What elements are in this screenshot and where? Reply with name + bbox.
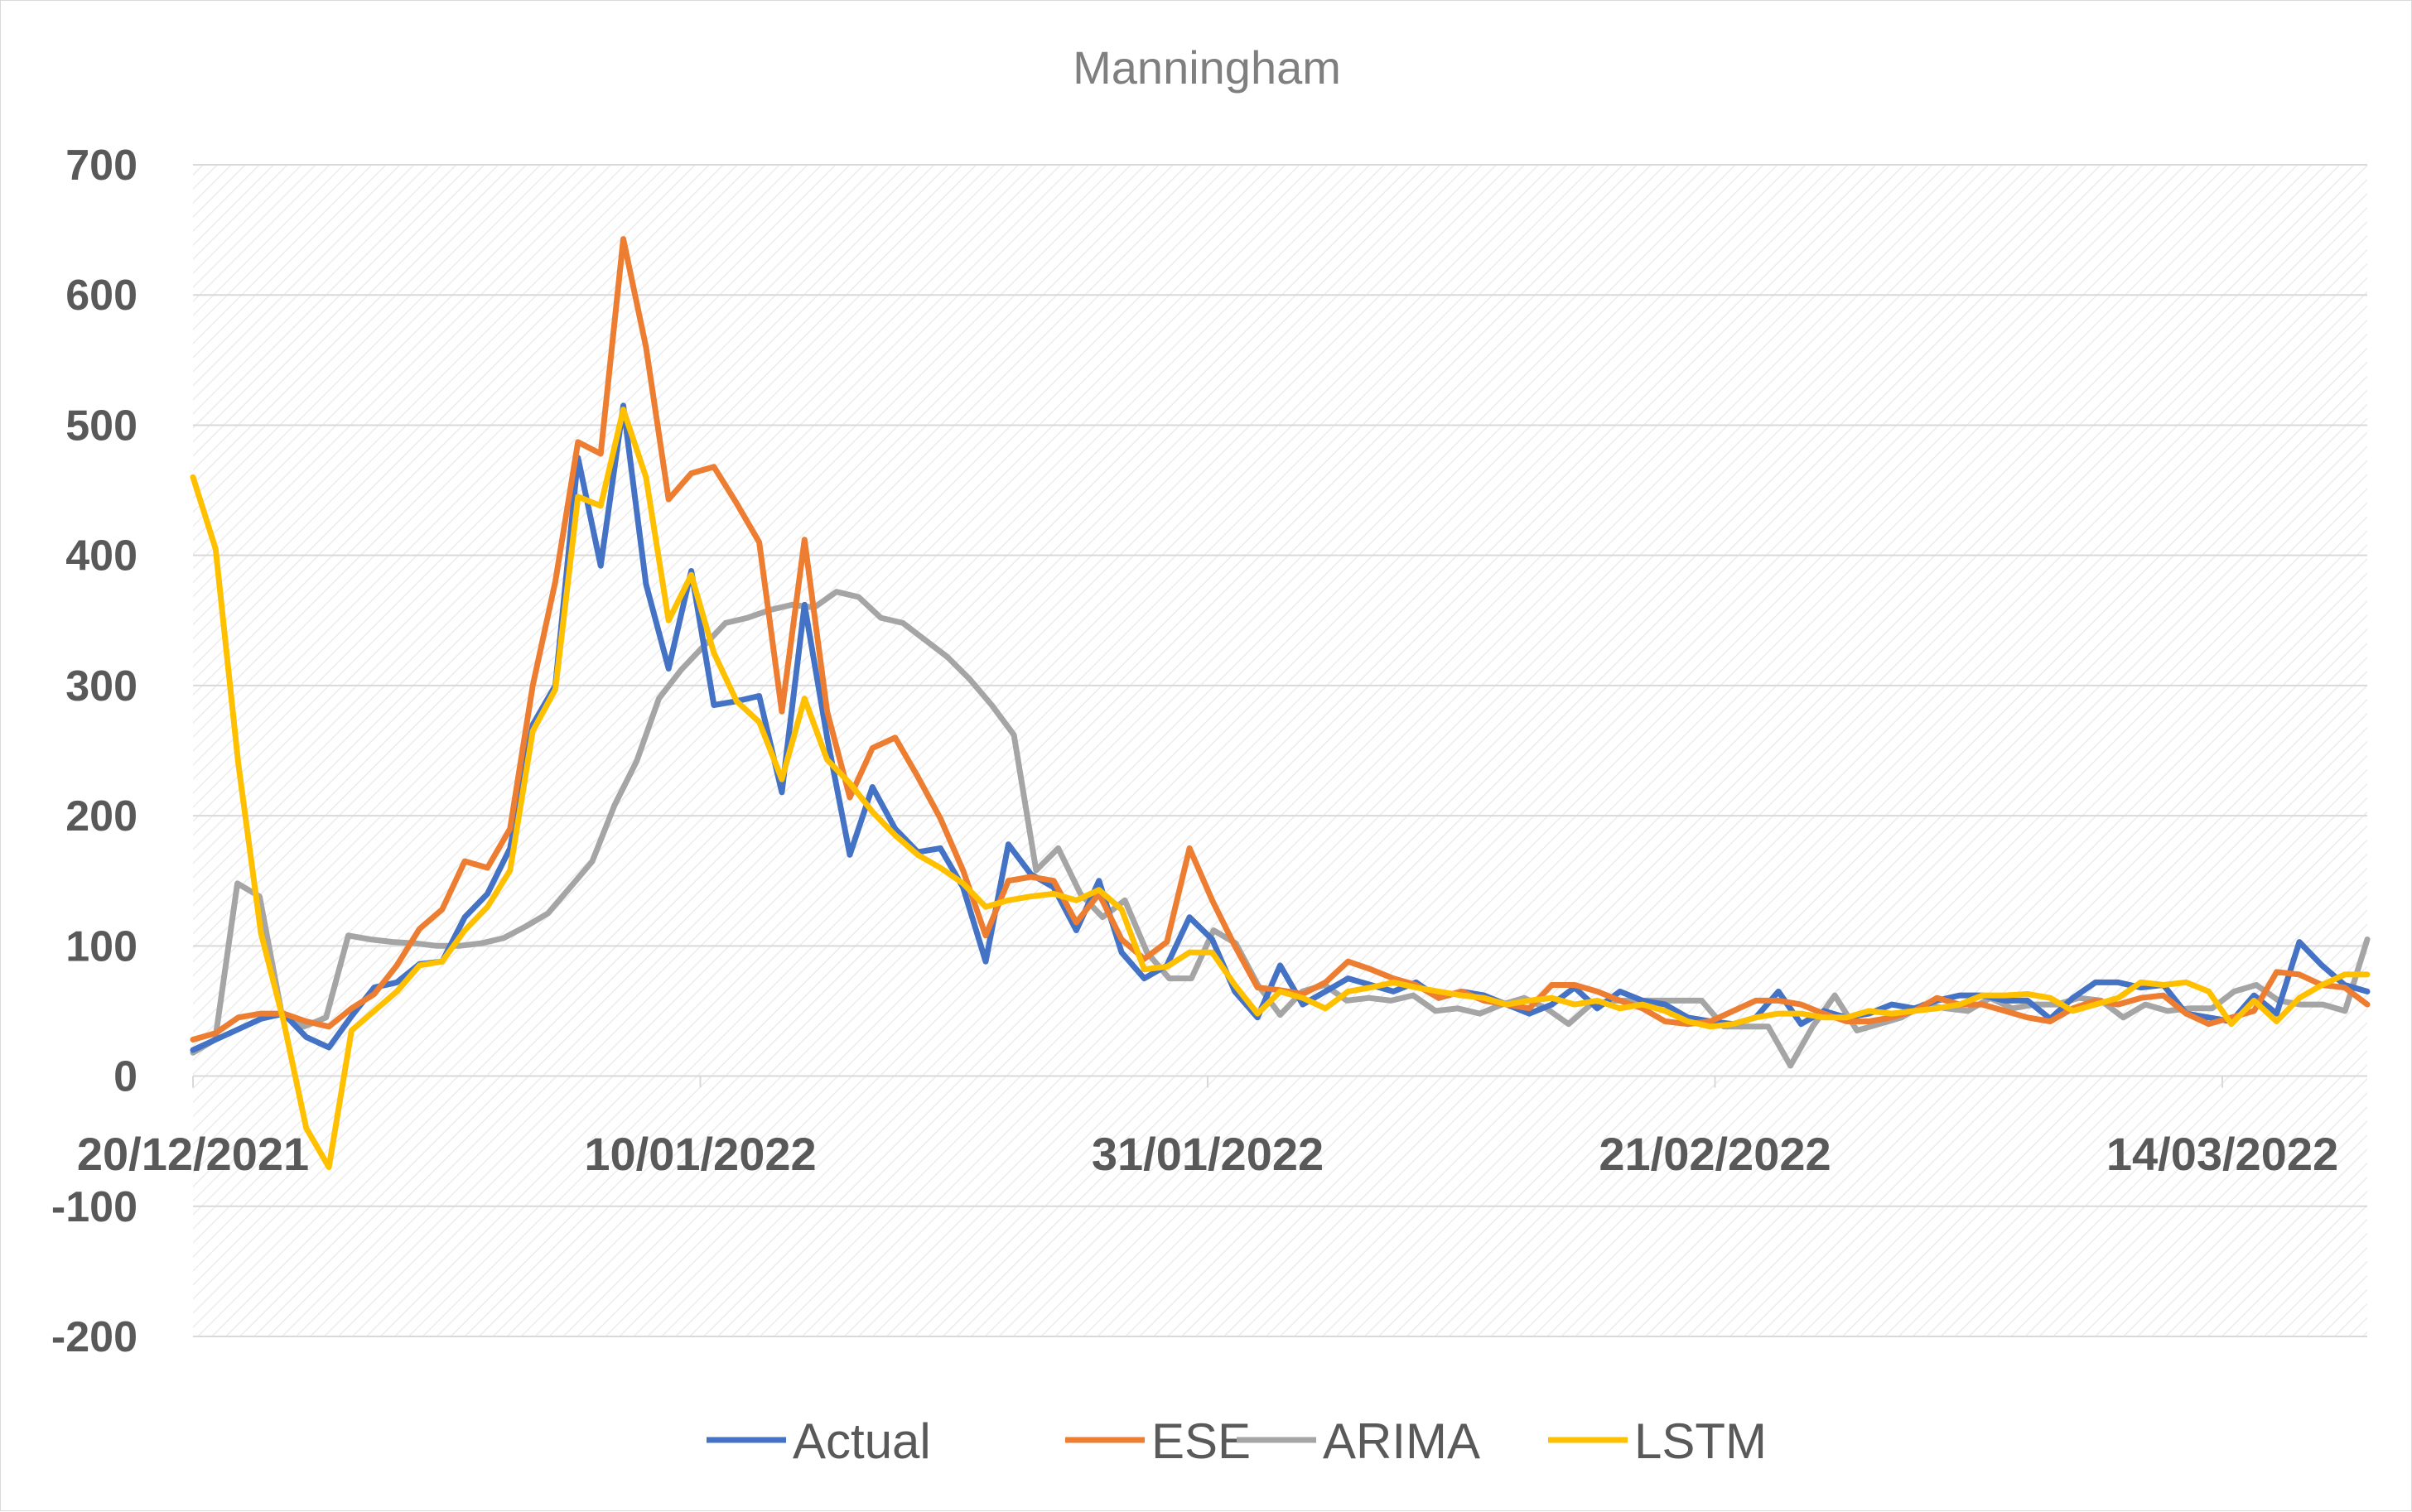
gridlines	[193, 164, 2367, 1337]
legend-label-ese: ESE	[1151, 1413, 1251, 1469]
y-axis-ticks: 700 600 500 400 300 200 100 0 -100 -200	[51, 142, 137, 1361]
legend-label-arima: ARIMA	[1323, 1413, 1480, 1469]
y-tick-label: 600	[65, 272, 137, 320]
x-tick-label: 20/12/2021	[77, 1128, 309, 1180]
series-lines	[190, 236, 2371, 1171]
y-tick-label: 0	[113, 1053, 137, 1101]
y-tick-label: 300	[65, 662, 137, 710]
series-line-lstm	[190, 407, 2371, 1171]
x-axis-ticks: 20/12/2021 10/01/2022 31/01/2022 21/02/2022…	[77, 1076, 2338, 1180]
legend-label-actual: Actual	[793, 1413, 931, 1469]
series-line-arima	[190, 589, 2371, 1069]
y-tick-label: 400	[65, 532, 137, 580]
x-tick-label: 14/03/2022	[2106, 1128, 2338, 1180]
y-tick-label: 100	[65, 922, 137, 970]
y-tick-label: 700	[65, 142, 137, 190]
y-tick-label: 500	[65, 402, 137, 450]
x-tick-label: 31/01/2022	[1092, 1128, 1324, 1180]
legend-label-lstm: LSTM	[1634, 1413, 1767, 1469]
legend: Actual ESE ARIMA LSTM	[707, 1413, 1767, 1469]
x-tick-label: 21/02/2022	[1599, 1128, 1831, 1180]
x-tick-label: 10/01/2022	[584, 1128, 816, 1180]
chart-title: Manningham	[1073, 41, 1341, 94]
y-tick-label: -100	[51, 1183, 137, 1231]
plot-area	[193, 165, 2367, 1336]
y-tick-label: 200	[65, 792, 137, 840]
y-tick-label: -200	[51, 1313, 137, 1361]
